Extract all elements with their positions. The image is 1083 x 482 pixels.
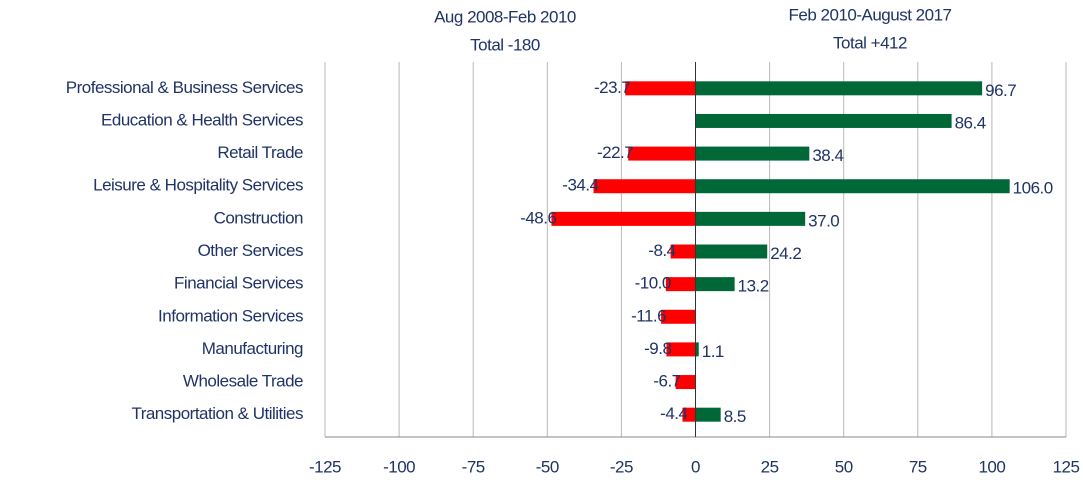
bar	[661, 309, 696, 324]
bar	[695, 342, 699, 357]
x-tick-label: -25	[610, 457, 633, 476]
x-tick-label: -125	[309, 457, 341, 476]
bar	[682, 407, 696, 422]
bar	[665, 277, 696, 292]
category-label: Information Services	[158, 306, 303, 325]
bar	[628, 146, 696, 161]
series-total: Total +412	[833, 33, 907, 52]
category-label: Transportation & Utilities	[131, 404, 303, 423]
value-label: -4.4	[660, 404, 687, 423]
value-label: 37.0	[808, 211, 839, 230]
bar	[593, 179, 696, 194]
bar	[666, 342, 696, 357]
value-label: 1.1	[702, 342, 724, 361]
category-label: Manufacturing	[202, 339, 303, 358]
category-label: Financial Services	[174, 274, 303, 293]
value-label: -34.4	[562, 176, 598, 195]
value-label: -6.7	[653, 372, 680, 391]
bar	[695, 244, 768, 259]
category-label: Education & Health Services	[101, 110, 303, 129]
category-label: Other Services	[198, 241, 303, 260]
x-tick-label: -50	[536, 457, 559, 476]
value-label: 24.2	[770, 244, 801, 263]
bar	[695, 113, 952, 128]
value-label: -22.7	[597, 143, 633, 162]
x-tick-label: 50	[835, 457, 853, 476]
x-tick-label: 0	[691, 457, 700, 476]
category-label: Leisure & Hospitality Services	[93, 176, 303, 195]
bar	[670, 244, 696, 259]
series-total: Total -180	[470, 35, 540, 54]
x-tick-label: 125	[1053, 457, 1080, 476]
category-label: Retail Trade	[217, 143, 303, 162]
value-label: 8.5	[724, 407, 746, 426]
category-label: Wholesale Trade	[183, 372, 303, 391]
bar	[695, 81, 983, 96]
value-label: 38.4	[812, 146, 843, 165]
bar	[625, 81, 696, 96]
value-label: -11.6	[631, 306, 666, 325]
value-label: -8.4	[648, 241, 675, 260]
value-label: -23.7	[594, 78, 630, 97]
bar	[675, 375, 696, 390]
value-label: 13.2	[738, 277, 769, 296]
category-label: Professional & Business Services	[66, 78, 303, 97]
x-tick-label: 25	[761, 457, 779, 476]
bar	[551, 211, 696, 226]
bar	[695, 146, 810, 161]
bar	[695, 179, 1010, 194]
value-label: -10.0	[635, 274, 671, 293]
x-tick-label: -100	[383, 457, 415, 476]
bar	[695, 277, 735, 292]
x-tick-label: 75	[909, 457, 927, 476]
value-label: -48.6	[520, 208, 556, 227]
category-label: Construction	[214, 208, 303, 227]
x-tick-label: 100	[978, 457, 1005, 476]
value-label: -9.8	[644, 339, 671, 358]
value-label: 86.4	[955, 113, 986, 132]
series-header: Feb 2010-August 2017	[789, 5, 952, 24]
x-tick-label: -75	[462, 457, 485, 476]
series-header: Aug 2008-Feb 2010	[434, 7, 576, 26]
bar	[695, 407, 721, 422]
bar	[695, 211, 806, 226]
value-label: 96.7	[985, 81, 1016, 100]
value-label: 106.0	[1013, 179, 1053, 198]
